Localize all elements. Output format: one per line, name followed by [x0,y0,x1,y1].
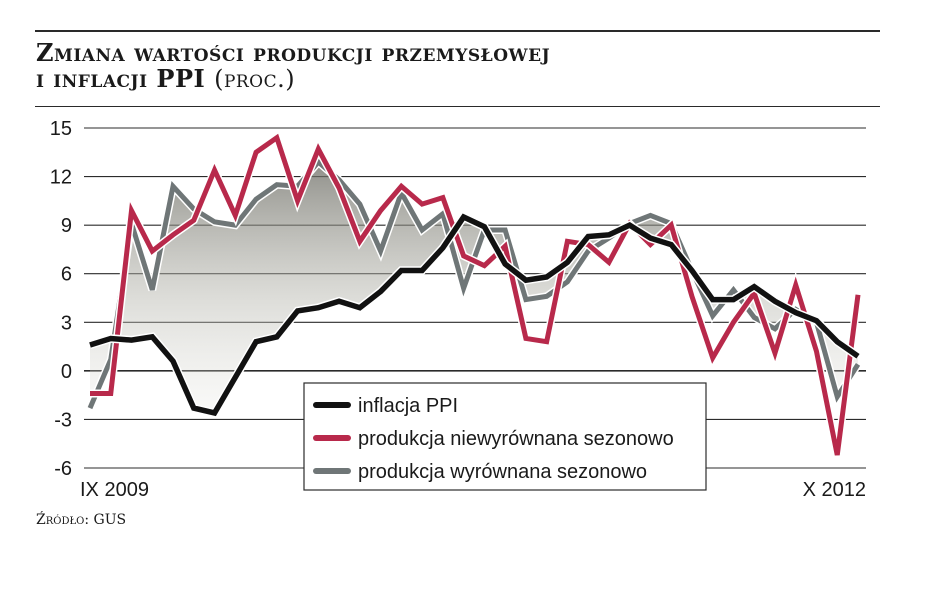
title-unit: (proc.) [214,65,296,93]
legend: inflacja PPI produkcja niewyrównana sezon… [303,382,707,491]
title-rule [35,106,880,107]
y-tick-label: 15 [50,118,72,140]
legend-box [303,382,707,491]
chart-title: Zmiana wartości produkcji przemysłowej i… [36,38,551,93]
title-line-1: Zmiana wartości produkcji przemysłowej [36,38,551,67]
x-label-start: IX 2009 [80,479,149,501]
y-tick-label: 3 [61,312,72,334]
y-tick-label: -6 [54,458,72,480]
source-note: Źródło: GUS [36,512,127,528]
y-tick-label: 9 [61,215,72,237]
y-tick-label: -3 [54,409,72,431]
y-tick-label: 0 [61,361,72,383]
top-rule [35,30,880,32]
series-line-0 [89,213,860,417]
x-label-end: X 2012 [803,479,866,501]
legend-label-2: produkcja wyrównana sezonowo [358,461,647,483]
title-line-2-text: i inflacji PPI [36,64,206,93]
series-lines [86,131,862,456]
y-tick-label: 6 [61,264,72,286]
y-tick-label: 12 [50,167,72,189]
y-axis-ticks: 15 12 9 6 3 0 -3 -6 [50,118,72,480]
legend-label-0: inflacja PPI [358,395,458,417]
legend-label-1: produkcja niewyrównana sezonowo [358,428,674,450]
title-line-2: i inflacji PPI (proc.) [36,64,550,93]
series-line-1 [90,133,861,456]
